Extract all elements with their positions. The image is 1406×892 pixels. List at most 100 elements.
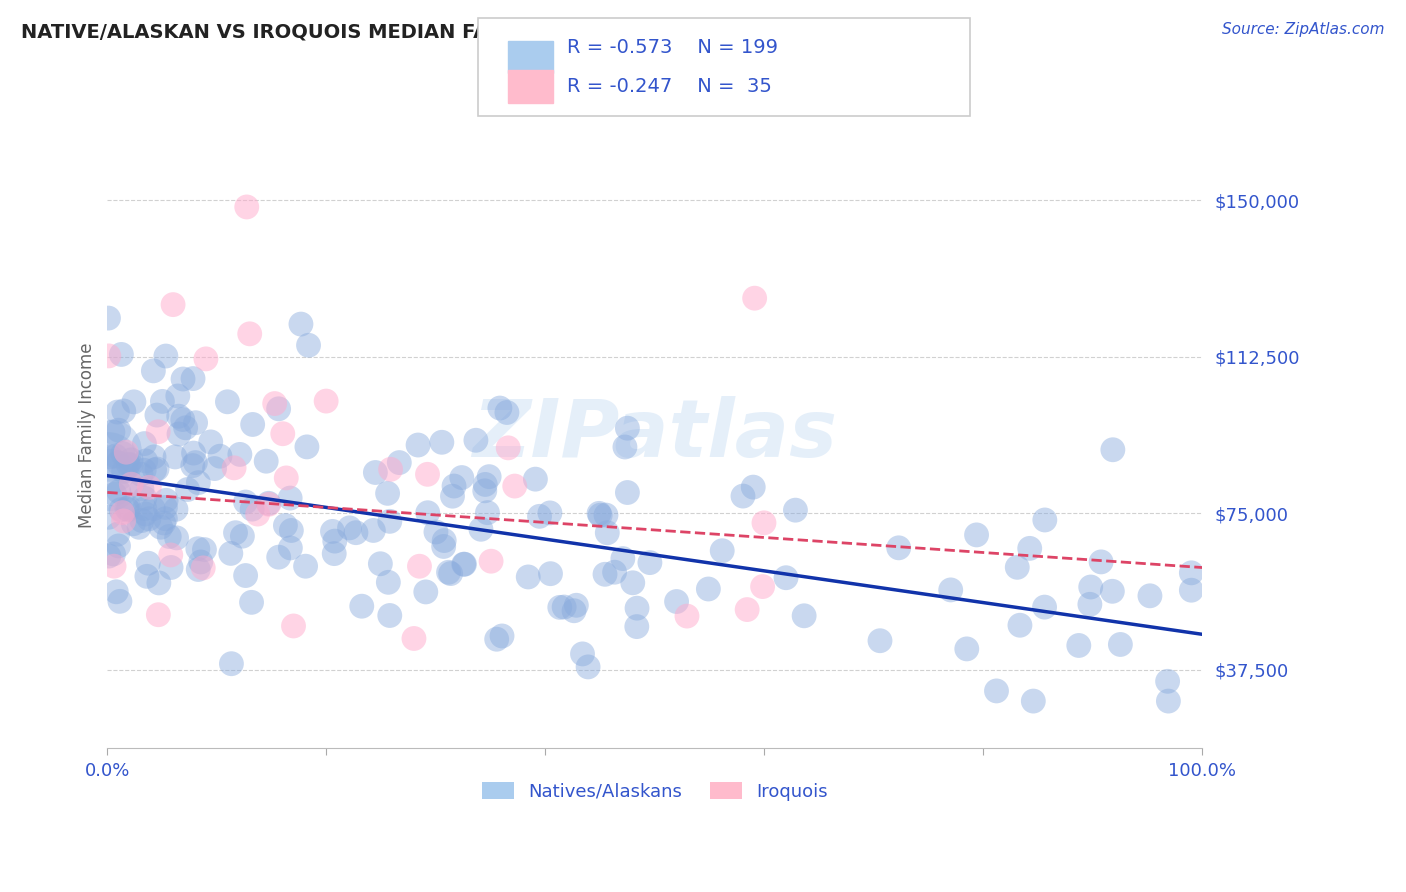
Point <box>108 594 131 608</box>
Point <box>378 608 401 623</box>
Point <box>162 298 184 312</box>
Point <box>524 472 547 486</box>
Point <box>193 542 215 557</box>
Point <box>187 562 209 576</box>
Point <box>267 401 290 416</box>
Point <box>1139 589 1161 603</box>
Point <box>464 434 486 448</box>
Point <box>240 502 263 516</box>
Point <box>986 684 1008 698</box>
Point <box>1022 694 1045 708</box>
Point <box>128 520 150 534</box>
Point <box>440 566 463 581</box>
Point <box>603 565 626 579</box>
Point <box>98 473 121 487</box>
Point <box>229 447 252 461</box>
Point <box>612 551 634 566</box>
Point <box>588 507 610 521</box>
Point <box>1080 580 1102 594</box>
Point <box>120 477 142 491</box>
Point <box>1018 541 1040 556</box>
Point <box>571 647 593 661</box>
Point <box>97 510 120 524</box>
Point <box>235 200 257 214</box>
Point <box>364 466 387 480</box>
Point <box>143 463 166 477</box>
Point <box>380 462 402 476</box>
Point <box>104 487 127 501</box>
Point <box>450 470 472 484</box>
Point <box>406 438 429 452</box>
Point <box>263 396 285 410</box>
Point <box>143 450 166 464</box>
Point <box>1101 584 1123 599</box>
Point <box>200 434 222 449</box>
Point <box>377 486 399 500</box>
Point <box>176 483 198 497</box>
Point <box>122 516 145 531</box>
Point <box>221 657 243 671</box>
Point <box>441 489 464 503</box>
Point <box>257 496 280 510</box>
Point <box>565 599 588 613</box>
Point <box>593 567 616 582</box>
Point <box>183 446 205 460</box>
Point <box>110 502 132 516</box>
Point <box>187 541 209 556</box>
Text: R = -0.247    N =  35: R = -0.247 N = 35 <box>567 77 772 96</box>
Point <box>274 518 297 533</box>
Point <box>146 408 169 422</box>
Point <box>433 540 456 554</box>
Point <box>538 506 561 520</box>
Point <box>752 516 775 530</box>
Point <box>134 501 156 516</box>
Point <box>167 427 190 442</box>
Point <box>204 461 226 475</box>
Point <box>134 507 156 521</box>
Point <box>97 311 120 326</box>
Point <box>254 454 277 468</box>
Point <box>155 349 177 363</box>
Point <box>97 456 120 470</box>
Point <box>377 575 399 590</box>
Point <box>596 525 619 540</box>
Point <box>443 479 465 493</box>
Point <box>190 555 212 569</box>
Point <box>246 507 269 521</box>
Point <box>370 557 392 571</box>
Point <box>146 462 169 476</box>
Text: Source: ZipAtlas.com: Source: ZipAtlas.com <box>1222 22 1385 37</box>
Point <box>474 477 496 491</box>
Point <box>148 425 170 439</box>
Point <box>235 495 257 509</box>
Point <box>118 500 141 515</box>
Point <box>402 632 425 646</box>
Point <box>1180 583 1202 598</box>
Point <box>378 514 401 528</box>
Point <box>416 506 439 520</box>
Point <box>167 409 190 424</box>
Point <box>117 502 139 516</box>
Point <box>474 483 496 498</box>
Point <box>149 520 172 534</box>
Point <box>408 559 430 574</box>
Point <box>157 529 180 543</box>
Point <box>135 569 157 583</box>
Point <box>616 421 638 435</box>
Point <box>470 522 492 536</box>
Point <box>159 548 181 562</box>
Y-axis label: Median Family Income: Median Family Income <box>79 343 96 528</box>
Point <box>939 582 962 597</box>
Point <box>280 524 302 538</box>
Point <box>517 570 540 584</box>
Point <box>110 347 132 361</box>
Point <box>321 524 343 539</box>
Point <box>453 558 475 572</box>
Point <box>155 493 177 508</box>
Point <box>217 394 239 409</box>
Point <box>276 471 298 485</box>
Point <box>742 480 765 494</box>
Point <box>231 529 253 543</box>
Point <box>107 527 129 541</box>
Point <box>184 416 207 430</box>
